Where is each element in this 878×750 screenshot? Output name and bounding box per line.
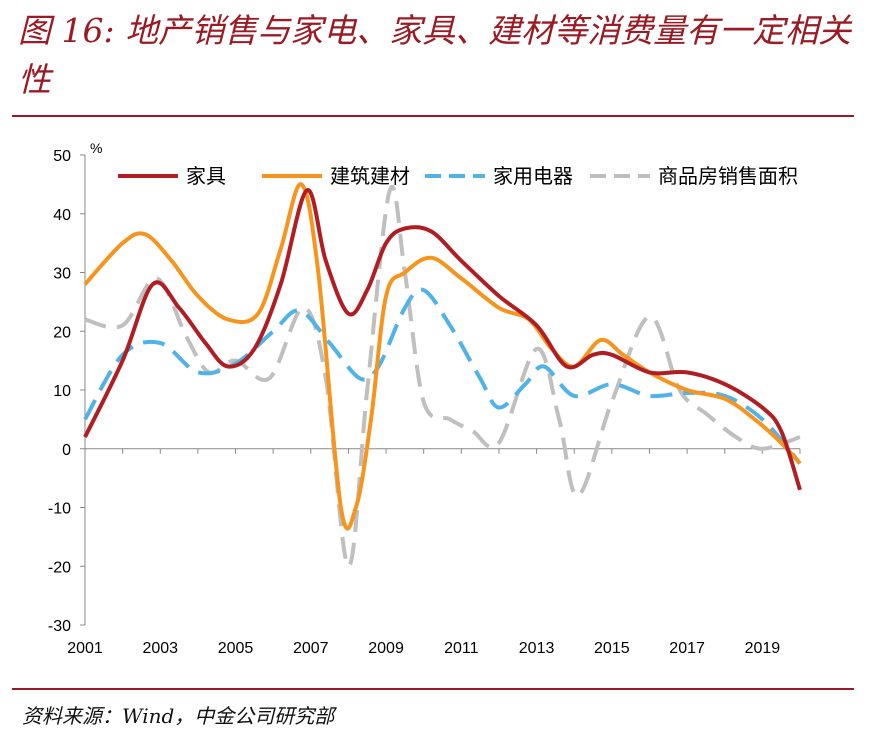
x-tick-label: 2013 (519, 640, 555, 657)
source-note: 资料来源：Wind，中金公司研究部 (22, 704, 335, 728)
series-line-1 (83, 188, 802, 491)
x-tick-label: 2007 (293, 640, 329, 657)
chart-title: 图 16: 地产销售与家电、家具、建材等消费量有一定相关性 (18, 11, 852, 99)
series-line-4 (84, 185, 801, 569)
x-tick-label: 2019 (745, 640, 781, 657)
title-divider (12, 115, 854, 117)
source-divider (12, 688, 854, 690)
y-tick-label: 50 (53, 148, 71, 165)
chart-series (83, 182, 802, 569)
legend-label-1: 家具 (186, 165, 226, 188)
x-tick-label: 2005 (218, 640, 254, 657)
x-tick-label: 2011 (444, 640, 479, 657)
x-tick-label: 2001 (67, 640, 103, 657)
y-tick-label: 40 (53, 207, 71, 224)
y-tick-label: 0 (62, 442, 71, 459)
y-tick-label: 10 (53, 383, 71, 400)
series-line-3 (83, 287, 802, 465)
y-tick-label: -10 (48, 501, 71, 518)
chart-legend: 家具 建筑建材 家用电器 商品房销售面积 (118, 165, 798, 188)
legend-label-3: 家用电器 (493, 165, 573, 188)
x-tick-label: 2009 (368, 640, 404, 657)
series-line-2 (83, 182, 802, 531)
y-unit-label: % (90, 140, 102, 156)
x-tick-label: 2015 (594, 640, 630, 657)
y-tick-label: -30 (48, 618, 71, 635)
legend-label-4: 商品房销售面积 (658, 165, 798, 188)
y-tick-label: 20 (53, 324, 71, 341)
x-tick-label: 2017 (669, 640, 705, 657)
y-tick-label: 30 (53, 266, 71, 283)
y-tick-label: -20 (48, 559, 71, 576)
x-tick-label: 2003 (142, 640, 178, 657)
chart-axes: -30 -20 -10 0 10 20 30 40 50 2001 2003 2005 2007 2009… (48, 140, 801, 657)
legend-label-2: 建筑建材 (330, 165, 410, 188)
line-chart: -30 -20 -10 0 10 20 30 40 50 2001 2003 2005 2007 2009… (48, 140, 802, 657)
